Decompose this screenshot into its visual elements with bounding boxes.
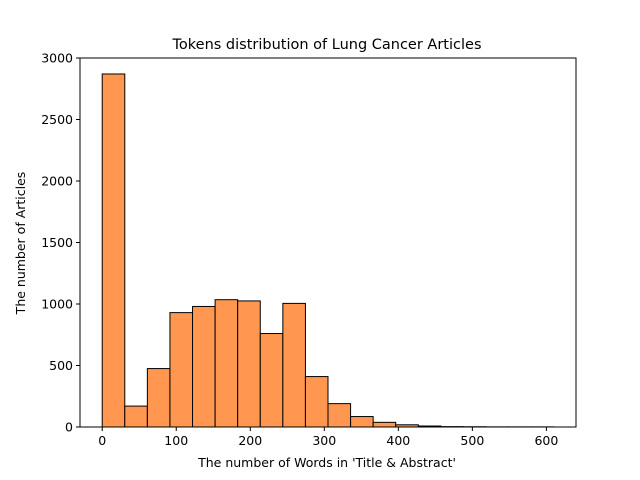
x-tick-label: 500	[460, 433, 484, 448]
x-tick-label: 400	[386, 433, 410, 448]
y-tick-label: 0	[65, 420, 73, 435]
y-tick-label: 3000	[41, 51, 73, 66]
y-axis: 0 500 1000 1500 2000 2500 3000	[41, 51, 80, 435]
histogram-bar-6	[237, 300, 261, 428]
histogram-bar-11	[350, 416, 374, 428]
y-tick-label: 500	[49, 358, 73, 373]
y-tick-label: 1000	[41, 297, 73, 312]
histogram-bar-1	[124, 405, 148, 428]
x-tick-label: 600	[534, 433, 558, 448]
histogram-bar-2	[146, 368, 171, 428]
histogram-bar-12	[372, 421, 397, 428]
histogram-bar-5	[214, 299, 239, 428]
x-tick-label: 100	[164, 433, 188, 448]
y-tick-label: 2500	[41, 112, 73, 127]
x-tick-label: 0	[98, 433, 106, 448]
histogram-bar-3	[169, 312, 194, 428]
bars-group	[101, 73, 555, 428]
x-tick-label: 200	[238, 433, 262, 448]
histogram-bar-10	[327, 403, 352, 428]
x-axis: 0 100 200 300 400 500 600	[98, 427, 558, 448]
histogram-bar-9	[304, 376, 329, 428]
y-tick-label: 1500	[41, 235, 73, 250]
x-tick-label: 300	[312, 433, 336, 448]
x-axis-label: The number of Words in 'Title & Abstract…	[197, 455, 456, 470]
y-axis-label: The number of Articles	[13, 172, 28, 316]
histogram-bar-0	[101, 73, 126, 428]
chart-title: Tokens distribution of Lung Cancer Artic…	[172, 37, 482, 53]
y-tick-label: 2000	[41, 174, 73, 189]
histogram-bar-7	[259, 333, 284, 428]
histogram-bar-8	[282, 302, 306, 428]
histogram-bar-4	[192, 305, 216, 428]
